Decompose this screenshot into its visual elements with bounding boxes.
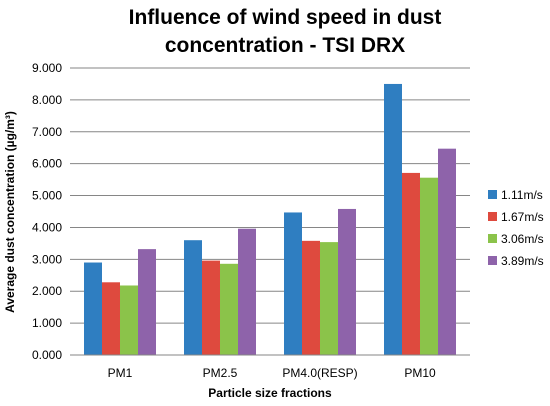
- chart-title-line-1: Influence of wind speed in dust: [129, 6, 442, 29]
- x-tick-label: PM4.0(RESP): [282, 366, 357, 380]
- bar-pm2-5-1-11m-s: [184, 240, 202, 355]
- bar-pm10-1-67m-s: [402, 172, 420, 355]
- legend-swatch: [488, 256, 497, 265]
- y-tick-label: 1.000: [32, 316, 62, 330]
- bar-pm1-3-06m-s: [120, 285, 138, 355]
- bar-pm4-0-resp--1-11m-s: [284, 212, 302, 355]
- legend-label: 1.67m/s: [501, 210, 544, 224]
- legend-swatch: [488, 234, 497, 243]
- y-tick-label: 5.000: [32, 189, 62, 203]
- y-tick-label: 9.000: [32, 61, 62, 75]
- bar-pm4-0-resp--1-67m-s: [302, 240, 320, 355]
- bar-pm1-1-67m-s: [102, 282, 120, 355]
- bar-pm10-3-89m-s: [438, 148, 456, 355]
- bars: [84, 83, 456, 355]
- bar-pm1-1-11m-s: [84, 262, 102, 355]
- bar-pm10-1-11m-s: [384, 83, 402, 355]
- legend-label: 1.11m/s: [501, 188, 543, 202]
- y-tick-label: 3.000: [32, 252, 62, 266]
- legend-label: 3.06m/s: [501, 232, 544, 246]
- chart-title: Influence of wind speed in dust concentr…: [129, 6, 442, 57]
- x-tick-label: PM2.5: [203, 366, 238, 380]
- chart-title-line-2: concentration - TSI DRX: [165, 34, 405, 57]
- bar-pm4-0-resp--3-89m-s: [338, 208, 356, 355]
- y-tick-label: 2.000: [32, 284, 62, 298]
- bar-pm2-5-3-89m-s: [238, 228, 256, 355]
- bar-pm2-5-1-67m-s: [202, 260, 220, 355]
- x-axis-label: Particle size fractions: [208, 386, 332, 400]
- y-tick-label: 0.000: [32, 348, 62, 362]
- y-tick-label: 8.000: [32, 93, 62, 107]
- y-tick-label: 7.000: [32, 125, 62, 139]
- bar-pm10-3-06m-s: [420, 177, 438, 355]
- bar-pm4-0-resp--3-06m-s: [320, 242, 338, 355]
- legend: 1.11m/s 1.67m/s 3.06m/s 3.89m/s: [488, 188, 544, 268]
- bar-pm2-5-3-06m-s: [220, 263, 238, 355]
- y-axis-ticks: 0.000 1.000 2.000 3.000 4.000 5.000 6.000 7.000…: [32, 61, 62, 362]
- x-tick-label: PM10: [404, 366, 436, 380]
- y-tick-label: 6.000: [32, 157, 62, 171]
- bar-pm1-3-89m-s: [138, 249, 156, 355]
- y-tick-label: 4.000: [32, 220, 62, 234]
- legend-swatch: [488, 212, 497, 221]
- y-axis-label: Average dust concentration (µg/m³): [3, 111, 17, 313]
- x-axis-ticks: PM1 PM2.5 PM4.0(RESP) PM10: [108, 366, 436, 380]
- legend-swatch: [488, 190, 497, 199]
- legend-label: 3.89m/s: [501, 254, 544, 268]
- x-tick-label: PM1: [108, 366, 133, 380]
